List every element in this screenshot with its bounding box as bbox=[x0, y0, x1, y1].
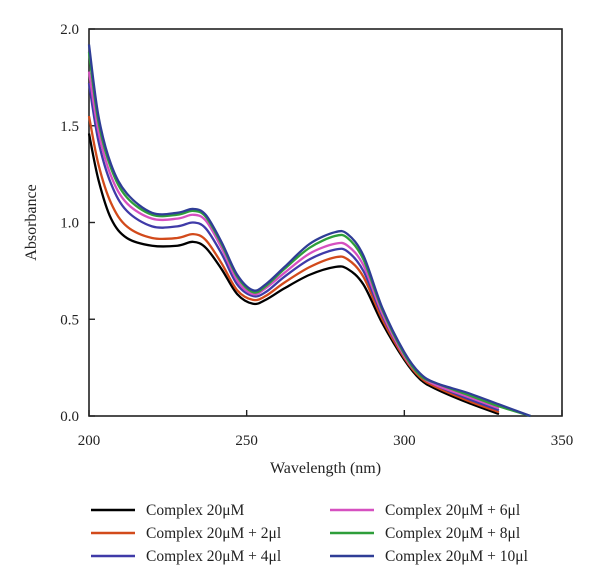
series-line-3 bbox=[87, 82, 500, 412]
legend-label: Complex 20μM + 2μl bbox=[146, 525, 281, 542]
y-tick-label: 0.0 bbox=[60, 409, 79, 425]
legend-item: Complex 20μM + 2μl bbox=[91, 525, 281, 542]
legend: Complex 20μM Complex 20μM + 2μl Complex 20… bbox=[91, 502, 528, 565]
legend-label: Complex 20μM + 10μl bbox=[385, 548, 528, 565]
legend-item: Complex 20μM + 4μl bbox=[91, 548, 281, 565]
y-tick-label: 1.0 bbox=[60, 216, 79, 232]
x-tick-label: 250 bbox=[235, 433, 258, 449]
x-axis-ticks: 200 250 300 350 bbox=[78, 410, 574, 449]
legend-label: Complex 20μM bbox=[146, 502, 245, 519]
series-line-1 bbox=[87, 133, 500, 416]
y-tick-label: 2.0 bbox=[60, 22, 79, 38]
y-tick-label: 1.5 bbox=[60, 119, 79, 135]
x-tick-label: 200 bbox=[78, 433, 101, 449]
legend-label: Complex 20μM + 6μl bbox=[385, 502, 520, 519]
plot-frame bbox=[88, 28, 563, 417]
legend-item: Complex 20μM + 8μl bbox=[330, 525, 520, 542]
y-axis-ticks: 0.0 0.5 1.0 1.5 2.0 bbox=[60, 22, 95, 425]
series-line-5 bbox=[87, 52, 531, 418]
y-axis-label: Absorbance bbox=[23, 184, 40, 260]
legend-label: Complex 20μM + 8μl bbox=[385, 525, 520, 542]
x-tick-label: 350 bbox=[551, 433, 574, 449]
legend-label: Complex 20μM + 4μl bbox=[146, 548, 281, 565]
series-line-6 bbox=[87, 44, 531, 418]
x-axis-label: Wavelength (nm) bbox=[270, 460, 381, 477]
series-lines bbox=[87, 44, 531, 418]
x-tick-label: 300 bbox=[393, 433, 416, 449]
legend-item: Complex 20μM bbox=[91, 502, 245, 519]
legend-item: Complex 20μM + 6μl bbox=[330, 502, 520, 519]
series-line-4 bbox=[87, 71, 500, 410]
legend-item: Complex 20μM + 10μl bbox=[330, 548, 528, 565]
y-tick-label: 0.5 bbox=[60, 312, 79, 328]
